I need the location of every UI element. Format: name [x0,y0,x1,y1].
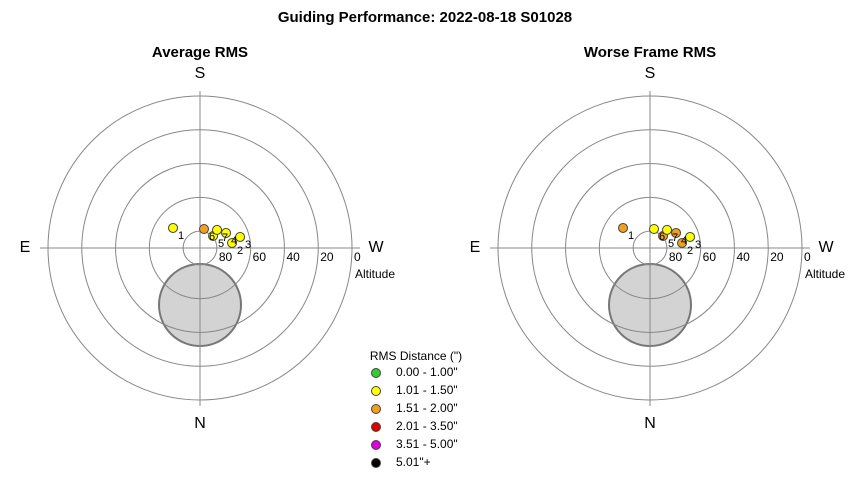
altitude-tick-label: 20 [770,250,784,264]
altitude-tick-label: 80 [669,250,683,264]
direction-label: E [470,239,481,256]
point-label: 3 [695,239,701,251]
legend-label: 2.01 - 3.50" [396,419,458,433]
point-label: 5 [668,238,674,250]
altitude-tick-label: 40 [736,250,750,264]
guide-point [649,223,660,234]
altitude-tick-label: 0 [804,250,811,264]
point-label: 7 [672,232,678,244]
legend-label: 5.01"+ [396,455,431,469]
point-label: 6 [209,231,215,243]
altitude-ring [497,95,803,401]
point-label: 2 [237,245,243,257]
altitude-axis-label: Altitude [805,267,845,281]
point-label: 6 [659,231,665,243]
direction-label: E [20,239,31,256]
guide-point [168,222,179,233]
guide-point [221,227,232,238]
point-label: 1 [628,230,634,242]
direction-label: N [644,415,656,432]
legend-title: RMS Distance (") [370,349,462,363]
legend-swatch [371,422,381,432]
altitude-ring [47,95,353,401]
guide-point [227,237,238,248]
guide-point [685,231,696,242]
legend-swatch [371,368,381,378]
direction-label: W [818,239,834,256]
guide-point [235,231,246,242]
altitude-ring [148,196,252,300]
altitude-ring [81,129,319,367]
altitude-tick-label: 60 [253,250,267,264]
legend-label: 1.01 - 1.50" [396,383,458,397]
guide-point [662,224,673,235]
altitude-tick-label: 20 [320,250,334,264]
point-label: 3 [245,239,251,251]
direction-label: S [645,65,656,82]
subplot-title: Worse Frame RMS [584,44,716,61]
direction-label: W [368,239,384,256]
altitude-ring [115,163,285,333]
page-title: Guiding Performance: 2022-08-18 S01028 [278,9,572,26]
point-label: 5 [218,238,224,250]
legend-swatch [371,386,381,396]
direction-label: S [195,65,206,82]
altitude-tick-label: 80 [219,250,233,264]
point-label: 7 [222,232,228,244]
point-label: 1 [178,230,184,242]
legend-label: 3.51 - 5.00" [396,437,458,451]
point-label: 4 [681,235,687,247]
altitude-tick-label: 0 [354,250,361,264]
altitude-ring [565,163,735,333]
guide-point [671,227,682,238]
guide-point [212,224,223,235]
legend-swatch [371,404,381,414]
point-label: 2 [687,245,693,257]
guide-point [199,223,210,234]
altitude-tick-label: 60 [703,250,717,264]
direction-label: N [194,415,206,432]
guide-point [677,237,688,248]
guide-point [618,222,629,233]
point-label: 4 [231,235,237,247]
altitude-axis-label: Altitude [355,267,395,281]
legend-swatch [371,458,381,468]
legend-label: 1.51 - 2.00" [396,401,458,415]
legend-swatch [371,440,381,450]
altitude-tick-label: 40 [286,250,300,264]
altitude-ring [531,129,769,367]
altitude-ring [598,196,702,300]
subplot-title: Average RMS [152,44,248,61]
legend-label: 0.00 - 1.00" [396,365,458,379]
